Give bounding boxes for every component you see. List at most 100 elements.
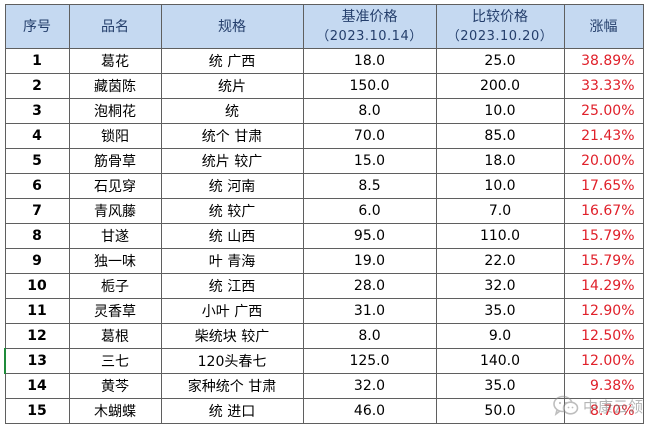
table-row: 8 甘遂统 山西 95.0 110.0 15.79%: [4, 223, 644, 249]
table-row: 3 泡桐花统 8.0 10.0 25.00%: [4, 98, 644, 124]
header-change: 涨幅: [563, 4, 644, 49]
cell-name: 甘遂: [68, 223, 162, 249]
header-base-date: （2023.10.14）: [316, 28, 423, 44]
cell-change: 16.67%: [563, 198, 644, 224]
cell-change: 12.90%: [563, 298, 644, 324]
cell-name: 栀子: [68, 273, 162, 299]
cell-change: 38.89%: [563, 48, 644, 74]
cell-spec: 统 进口: [160, 398, 304, 424]
header-name: 品名: [68, 4, 162, 49]
table-header-row: 序号 品名 规格 基准价格 （2023.10.14） 比较价格 （2023.10…: [4, 4, 644, 49]
watermark: 中康云领: [553, 395, 643, 417]
header-no: 序号: [4, 4, 70, 49]
cell-base-price: 70.0: [302, 123, 437, 149]
cell-name: 泡桐花: [68, 98, 162, 124]
table-row: 7 青风藤统 较广 6.0 7.0 16.67%: [4, 198, 644, 224]
table-row: 4 锁阳 统个 甘肃 70.0 85.0 21.43%: [4, 123, 644, 149]
cell-spec: 统片 较广: [160, 148, 304, 174]
table-row: 6 石见穿统 河南 8.5 10.0 17.65%: [4, 173, 644, 199]
cell-spec: 120头春七: [160, 348, 304, 374]
table-row: 1 葛花统 广西 18.0 25.0 38.89%: [4, 48, 644, 74]
cell-change: 21.43%: [563, 123, 644, 149]
cell-spec: 统 广西: [160, 48, 304, 74]
cell-base-price: 150.0: [302, 73, 437, 99]
cell-change: 15.79%: [563, 223, 644, 249]
cell-base-price: 18.0: [302, 48, 437, 74]
table-row: 13 三七 120头春七 125.0 140.0 12.00%: [4, 348, 644, 374]
cell-compare-price: 7.0: [435, 198, 565, 224]
cell-spec: 叶 青海: [160, 248, 304, 274]
table-body: 1 葛花统 广西 18.0 25.0 38.89% 2 藏茵陈 统片 150.0 200.0 33.…: [4, 48, 644, 424]
watermark-text: 中康云领: [582, 397, 643, 416]
cell-base-price: 46.0: [302, 398, 437, 424]
cell-compare-price: 140.0: [435, 348, 565, 374]
cell-change: 20.00%: [563, 148, 644, 174]
header-base-price-label: 基准价格: [341, 8, 398, 25]
cell-name: 藏茵陈: [68, 73, 162, 99]
table-row: 11 灵香草 小叶 广西 31.0 35.0 12.90%: [4, 298, 644, 324]
cell-no: 4: [4, 123, 70, 149]
cell-spec: 统片: [160, 73, 304, 99]
cell-no: 13: [4, 348, 70, 374]
table-row: 5 筋骨草 统片 较广 15.0 18.0 20.00%: [4, 148, 644, 174]
cell-base-price: 8.5: [302, 173, 437, 199]
wechat-icon: [553, 395, 579, 416]
cell-spec: 统: [160, 98, 304, 124]
cell-spec: 统 山西: [160, 223, 304, 249]
cell-spec: 统个 甘肃: [160, 123, 304, 149]
cell-compare-price: 200.0: [435, 73, 565, 99]
cell-base-price: 95.0: [302, 223, 437, 249]
cell-change: 12.00%: [563, 348, 644, 374]
cell-no: 8: [4, 223, 70, 249]
table-row: 10 栀子统 江西 28.0 32.0 14.29%: [4, 273, 644, 299]
cell-no: 1: [4, 48, 70, 74]
cell-name: 葛花: [68, 48, 162, 74]
cell-compare-price: 35.0: [435, 373, 565, 399]
cell-base-price: 28.0: [302, 273, 437, 299]
cell-name: 锁阳: [68, 123, 162, 149]
table-row: 2 藏茵陈 统片 150.0 200.0 33.33%: [4, 73, 644, 99]
cell-compare-price: 18.0: [435, 148, 565, 174]
cell-compare-price: 25.0: [435, 48, 565, 74]
cell-change: 12.50%: [563, 323, 644, 349]
cell-name: 黄芩: [68, 373, 162, 399]
cell-base-price: 125.0: [302, 348, 437, 374]
cell-compare-price: 22.0: [435, 248, 565, 274]
header-compare-price: 比较价格 （2023.10.20）: [435, 4, 565, 49]
cell-no: 12: [4, 323, 70, 349]
header-spec: 规格: [160, 4, 304, 49]
cell-base-price: 15.0: [302, 148, 437, 174]
cell-name: 灵香草: [68, 298, 162, 324]
cell-no: 3: [4, 98, 70, 124]
cell-compare-price: 35.0: [435, 298, 565, 324]
cell-change: 15.79%: [563, 248, 644, 274]
cell-compare-price: 10.0: [435, 98, 565, 124]
header-compare-date: （2023.10.20）: [446, 28, 554, 44]
table-row: 15 木蝴蝶统 进口 46.0 50.0 8.70%: [4, 398, 644, 424]
cell-compare-price: 110.0: [435, 223, 565, 249]
cell-spec: 统 河南: [160, 173, 304, 199]
cell-spec: 统 江西: [160, 273, 304, 299]
cell-compare-price: 85.0: [435, 123, 565, 149]
cell-name: 独一味: [68, 248, 162, 274]
cell-name: 葛根: [68, 323, 162, 349]
table-row: 12 葛根 柴统块 较广 8.0 9.0 12.50%: [4, 323, 644, 349]
cell-name: 筋骨草: [68, 148, 162, 174]
cell-name: 青风藤: [68, 198, 162, 224]
cell-no: 7: [4, 198, 70, 224]
cell-spec: 统 较广: [160, 198, 304, 224]
cell-no: 14: [4, 373, 70, 399]
cell-no: 15: [4, 398, 70, 424]
header-compare-price-label: 比较价格: [472, 8, 528, 25]
cell-no: 2: [4, 73, 70, 99]
cell-base-price: 8.0: [302, 323, 437, 349]
cell-no: 10: [4, 273, 70, 299]
cell-change: 14.29%: [563, 273, 644, 299]
cell-base-price: 31.0: [302, 298, 437, 324]
cell-base-price: 19.0: [302, 248, 437, 274]
cell-no: 9: [4, 248, 70, 274]
cell-compare-price: 10.0: [435, 173, 565, 199]
cell-name: 石见穿: [68, 173, 162, 199]
cell-base-price: 32.0: [302, 373, 437, 399]
table-row: 14 黄芩 家种统个 甘肃 32.0 35.0 9.38%: [4, 373, 644, 399]
